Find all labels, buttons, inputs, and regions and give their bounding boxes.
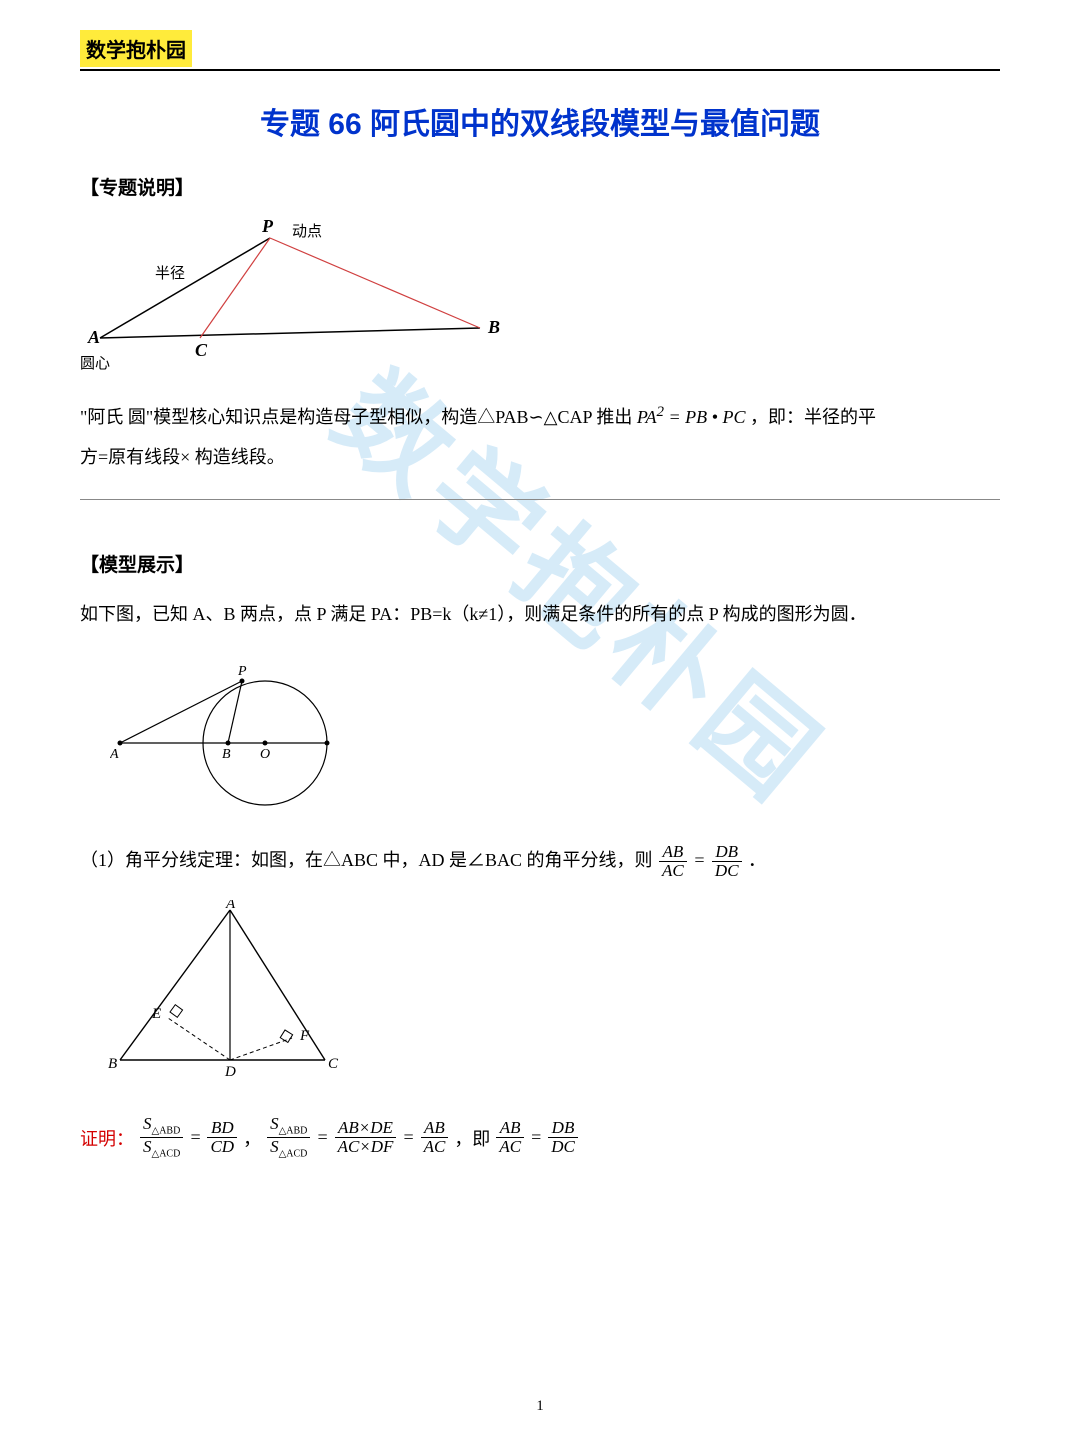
explain-post: ，即：半径的平 (750, 407, 876, 427)
pf-f3d: S (270, 1137, 279, 1156)
page-title: 专题 66 阿氏圆中的双线段模型与最值问题 (80, 99, 1000, 143)
f-dot: • (712, 407, 723, 427)
pf-f6: AB AC (496, 1119, 524, 1156)
proof-label: 证明： (80, 1125, 134, 1151)
d2-A: A (110, 747, 119, 762)
model-intro: 如下图，已知 A、B 两点，点 P 满足 PA：PB=k（k≠1），则满足条件的… (80, 595, 1000, 635)
frac-db-dc: DB DC (712, 843, 742, 880)
d1-C: C (195, 340, 208, 360)
d1-center: 圆心 (80, 355, 110, 372)
pf-sep1: ， (243, 1125, 261, 1151)
d3-A: A (225, 900, 236, 912)
explain-line2: 方=原有线段× 构造线段。 (80, 447, 285, 467)
pf-f3: S△ABD S△ACD (267, 1115, 310, 1160)
diagram3-svg: A B C D E F (100, 900, 360, 1080)
pf-f4n: AB×DE (335, 1119, 397, 1138)
pf-f5d: AC (421, 1138, 449, 1156)
header-rule (80, 69, 1000, 71)
pf-f2n: BD (207, 1119, 237, 1138)
section-divider (80, 499, 1000, 500)
pf-f6d: AC (496, 1138, 524, 1156)
eq1: = (693, 850, 710, 870)
d1-A: A (87, 327, 100, 347)
f-eq: = (669, 407, 686, 427)
page-content: 数学抱朴园 专题 66 阿氏圆中的双线段模型与最值问题 【专题说明】 A B C… (0, 0, 1080, 1210)
f-PC: PC (722, 407, 745, 427)
pf-f2: BD CD (207, 1119, 237, 1156)
theorem-post: ． (748, 850, 766, 870)
pf-f5n: AB (421, 1119, 449, 1138)
d3-C: C (328, 1056, 339, 1072)
d1-P: P (261, 218, 274, 236)
d2-O: O (260, 747, 270, 762)
frac2-num: DB (712, 843, 742, 862)
d3-D: D (224, 1064, 236, 1080)
proof-line: 证明： S△ABD S△ACD = BD CD ， S△ABD S△ACD = … (80, 1115, 1000, 1160)
pf-f3n: S (270, 1114, 279, 1133)
pf-f7: DB DC (548, 1119, 578, 1156)
pf-f7n: DB (548, 1119, 578, 1138)
d3-E: E (151, 1006, 161, 1022)
pf-eq2: = (316, 1127, 328, 1148)
pf-eq1: = (189, 1127, 201, 1148)
pf-eq4: = (530, 1127, 542, 1148)
section-explain-label: 【专题说明】 (80, 173, 1000, 200)
frac1-num: AB (659, 843, 687, 862)
d3-B: B (108, 1056, 117, 1072)
explain-paragraph: "阿氏 圆"模型核心知识点是构造母子型相似，构造△PAB∽△CAP 推出 PA2… (80, 396, 1000, 477)
diagram-triangle-pab: A B C P 动点 半径 圆心 (80, 218, 1000, 378)
frac-ab-ac: AB AC (659, 843, 687, 880)
f-PB: PB (685, 407, 707, 427)
theorem-pre: （1）角平分线定理：如图，在△ABC 中，AD 是∠BAC 的角平分线，则 (80, 850, 657, 870)
pf-f1d: S (143, 1137, 152, 1156)
d2-P: P (237, 664, 247, 679)
d1-moving: 动点 (292, 223, 322, 240)
diagram2-svg: A B O P (110, 653, 360, 818)
diagram-angle-bisector: A B C D E F (100, 900, 1000, 1085)
d2-B: B (222, 747, 231, 762)
f-PA: PA (637, 407, 657, 427)
d3-F: F (299, 1028, 310, 1044)
pf-f3ns: △ABD (279, 1126, 308, 1137)
d1-radius: 半径 (155, 265, 185, 282)
pf-f1ns: △ABD (152, 1126, 181, 1137)
pf-f1n: S (143, 1114, 152, 1133)
pf-f7d: DC (548, 1138, 578, 1156)
page-number: 1 (0, 1398, 1080, 1415)
pf-f6n: AB (496, 1119, 524, 1138)
pf-eq3: = (402, 1127, 414, 1148)
diagram1-svg: A B C P 动点 半径 圆心 (80, 218, 540, 373)
header-badge: 数学抱朴园 (80, 30, 192, 67)
f-sq: 2 (657, 404, 665, 420)
pf-f1: S△ABD S△ACD (140, 1115, 183, 1160)
frac2-den: DC (712, 862, 742, 880)
pf-f5: AB AC (421, 1119, 449, 1156)
pf-f2d: CD (207, 1138, 237, 1156)
pf-f1ds: △ACD (152, 1149, 181, 1160)
diagram-apollonius-circle: A B O P (110, 653, 1000, 823)
explain-pre: "阿氏 圆"模型核心知识点是构造母子型相似，构造△PAB∽△CAP 推出 (80, 407, 637, 427)
pf-f3ds: △ACD (279, 1149, 308, 1160)
d1-B: B (487, 317, 500, 337)
frac1-den: AC (659, 862, 687, 880)
pf-f4d: AC×DF (335, 1138, 397, 1156)
pf-f4: AB×DE AC×DF (335, 1119, 397, 1156)
pf-sep2: ，即 (454, 1125, 490, 1151)
theorem-1: （1）角平分线定理：如图，在△ABC 中，AD 是∠BAC 的角平分线，则 AB… (80, 841, 1000, 881)
section-model-label: 【模型展示】 (80, 550, 1000, 577)
